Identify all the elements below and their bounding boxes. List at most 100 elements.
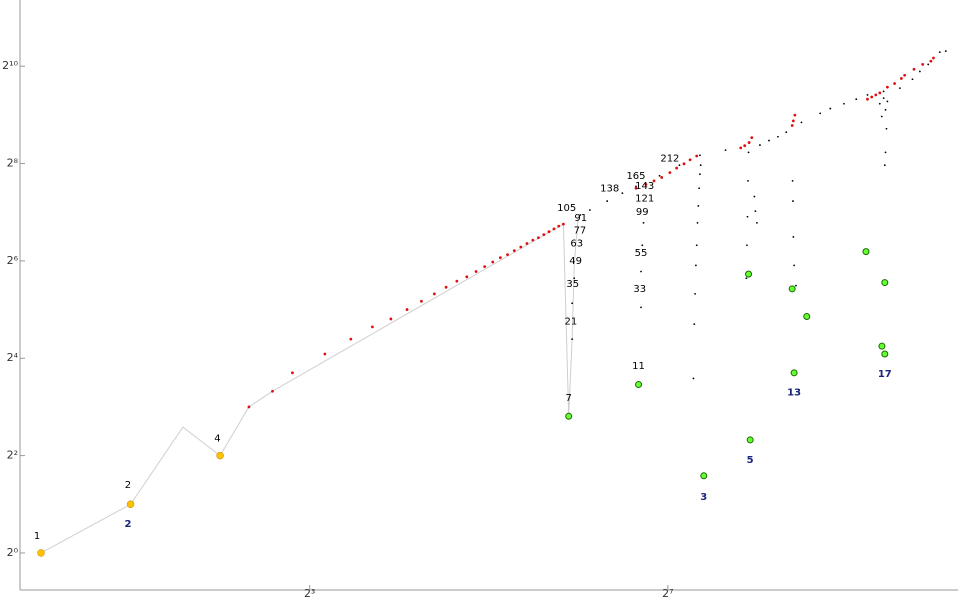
point: [870, 95, 874, 99]
annotation: 165: [626, 171, 645, 182]
x-tick-label: 2³: [304, 587, 315, 600]
point: [795, 284, 797, 287]
point: [432, 292, 436, 296]
highlight-point: [700, 472, 708, 480]
point: [898, 87, 901, 90]
point: [465, 275, 469, 279]
point: [829, 107, 832, 110]
point: [921, 63, 925, 66]
point: [882, 97, 885, 100]
annotation: 35: [566, 279, 579, 290]
point: [819, 112, 822, 115]
point: [885, 127, 888, 130]
point: [542, 233, 546, 237]
point: [693, 323, 696, 326]
point: [405, 308, 409, 311]
point: [724, 149, 727, 151]
highlight-point: [216, 451, 224, 460]
point: [790, 124, 794, 127]
point: [474, 270, 478, 273]
highlight-point: [635, 381, 643, 389]
point: [291, 371, 294, 375]
point: [886, 100, 889, 103]
point: [557, 224, 561, 228]
point: [621, 192, 624, 195]
point: [756, 221, 758, 224]
annotation: 5: [747, 455, 754, 466]
y-tick-label: 2⁴: [7, 351, 19, 364]
y-tick-label: 2¹⁰: [2, 59, 18, 72]
point: [695, 154, 699, 158]
point: [698, 187, 701, 190]
point: [754, 210, 757, 213]
point: [695, 244, 698, 247]
point: [547, 230, 551, 234]
point: [843, 102, 845, 105]
point: [455, 279, 459, 283]
point: [552, 227, 556, 231]
point: [678, 164, 681, 167]
annotation: 7: [566, 393, 572, 404]
point: [652, 179, 656, 183]
point: [747, 151, 750, 154]
point: [739, 146, 743, 150]
annotation: 2: [124, 519, 131, 530]
point: [893, 82, 896, 85]
point: [668, 171, 672, 175]
point: [537, 236, 540, 240]
point: [658, 174, 661, 177]
point: [777, 135, 779, 138]
point: [370, 325, 374, 329]
point: [642, 221, 645, 224]
point: [884, 108, 887, 111]
annotation: 77: [574, 225, 587, 236]
point: [792, 236, 795, 238]
point: [792, 200, 794, 202]
point: [512, 249, 516, 253]
y-tick-label: 2⁸: [7, 157, 19, 170]
highlight-point: [126, 500, 135, 509]
annotation: 11: [632, 361, 645, 372]
annotation: 99: [636, 207, 649, 218]
highlight-point: [37, 549, 45, 557]
point: [903, 73, 907, 77]
point: [874, 93, 878, 97]
point: [606, 200, 609, 202]
point: [855, 98, 858, 101]
point: [912, 67, 916, 71]
annotation: 21: [564, 316, 577, 327]
connector-line: [40, 214, 579, 554]
point: [932, 56, 935, 60]
point: [498, 256, 502, 260]
point: [682, 162, 686, 166]
point: [483, 265, 487, 269]
point: [911, 78, 914, 81]
point: [785, 131, 788, 134]
highlight-point: [745, 270, 753, 278]
point: [791, 179, 794, 182]
point: [884, 151, 887, 154]
point: [694, 292, 696, 295]
y-tick-label: 2⁶: [7, 254, 19, 267]
point: [675, 166, 679, 170]
highlight-point: [862, 248, 870, 256]
annotation: 17: [878, 369, 892, 380]
highlight-point: [790, 369, 798, 377]
point: [747, 179, 749, 182]
point: [768, 139, 770, 142]
point: [491, 260, 495, 264]
point: [745, 277, 748, 280]
point: [694, 264, 697, 267]
point: [747, 141, 751, 144]
point: [247, 405, 251, 409]
x-tick-label: 2⁷: [662, 587, 673, 600]
point: [696, 221, 699, 224]
highlight-point: [881, 279, 889, 287]
annotation: 63: [570, 238, 583, 249]
point: [793, 113, 797, 117]
point: [899, 77, 903, 80]
point: [791, 119, 795, 123]
annotation: 2: [125, 480, 131, 491]
point: [698, 173, 701, 176]
point: [699, 164, 702, 167]
